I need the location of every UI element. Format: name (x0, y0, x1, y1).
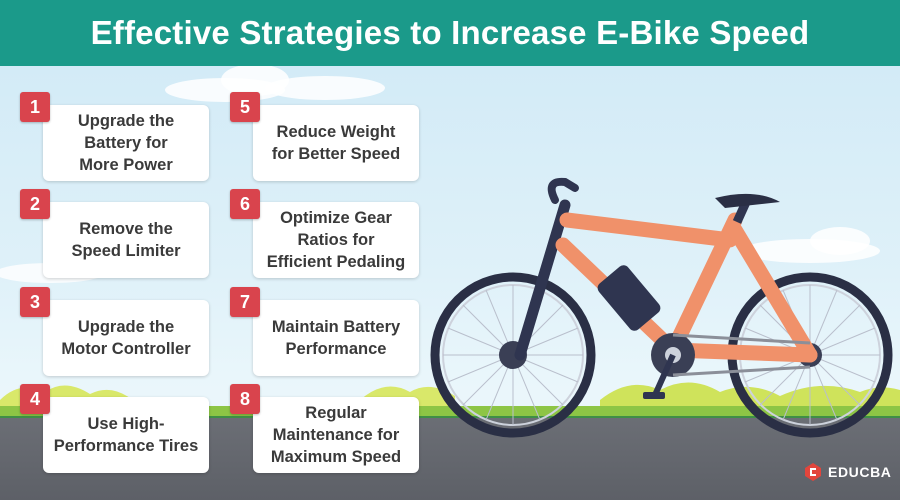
strategy-card-8: Regular Maintenance for Maximum Speed (253, 397, 419, 473)
strategy-card-1: Upgrade the Battery for More Power (43, 105, 209, 181)
strategy-number-badge: 7 (230, 287, 260, 317)
strategy-text: Upgrade the Motor Controller (61, 318, 191, 358)
strategy-text: Use High- Performance Tires (53, 415, 199, 455)
strategy-number-badge: 3 (20, 287, 50, 317)
header-banner: Effective Strategies to Increase E-Bike … (0, 0, 900, 66)
strategy-text: Reduce Weight for Better Speed (271, 123, 401, 163)
strategy-text: Upgrade the Battery for More Power (77, 112, 175, 174)
front-wheel-icon (430, 272, 596, 438)
strategy-text: Maintain Battery Performance (271, 318, 401, 358)
strategy-card-7: Maintain Battery Performance (253, 300, 419, 376)
strategy-number-badge: 8 (230, 384, 260, 414)
strategy-text: Optimize Gear Ratios for Efficient Pedal… (266, 209, 406, 271)
strategy-number-badge: 4 (20, 384, 50, 414)
educba-logo: EDUCBA (803, 462, 892, 482)
cloud-icon (740, 227, 880, 263)
strategy-text: Remove the Speed Limiter (71, 220, 181, 260)
e-bike-icon (430, 177, 893, 438)
strategy-card-3: Upgrade the Motor Controller (43, 300, 209, 376)
strategy-number-badge: 5 (230, 92, 260, 122)
logo-text: EDUCBA (828, 464, 892, 480)
strategy-number-badge: 1 (20, 92, 50, 122)
strategy-number-badge: 2 (20, 189, 50, 219)
strategy-card-2: Remove the Speed Limiter (43, 202, 209, 278)
strategy-card-4: Use High- Performance Tires (43, 397, 209, 473)
cloud-icon (165, 64, 385, 102)
strategy-card-6: Optimize Gear Ratios for Efficient Pedal… (253, 202, 419, 278)
educba-logo-icon (805, 463, 821, 481)
page-title: Effective Strategies to Increase E-Bike … (90, 14, 810, 51)
strategy-number-badge: 6 (230, 189, 260, 219)
strategy-text: Regular Maintenance for Maximum Speed (270, 404, 402, 466)
strategy-card-5: Reduce Weight for Better Speed (253, 105, 419, 181)
